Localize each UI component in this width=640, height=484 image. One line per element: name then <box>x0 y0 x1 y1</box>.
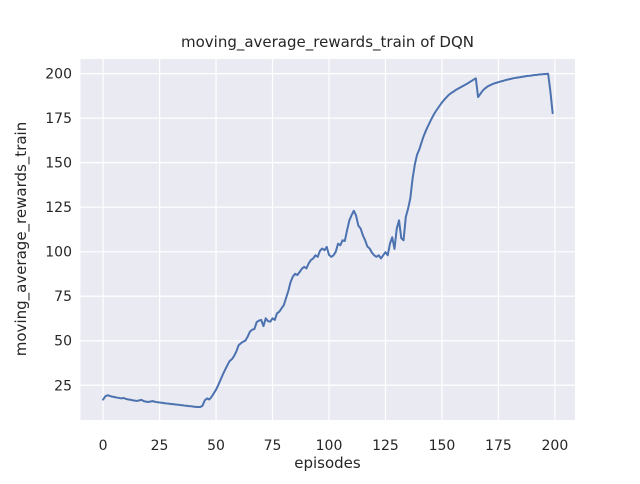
y-tick-label: 125 <box>45 200 72 216</box>
x-tick-label: 100 <box>316 438 343 454</box>
y-axis-label: moving_average_rewards_train <box>12 121 30 357</box>
x-tick-label: 150 <box>429 438 456 454</box>
x-tick-label: 200 <box>542 438 569 454</box>
y-tick-label: 175 <box>45 111 72 127</box>
y-tick-label: 75 <box>54 289 72 305</box>
plot-background <box>80 59 575 420</box>
x-tick-label: 75 <box>264 438 282 454</box>
x-tick-label: 25 <box>151 438 169 454</box>
chart-title: moving_average_rewards_train of DQN <box>180 33 475 51</box>
series-line <box>102 72 554 408</box>
y-tick-label: 150 <box>45 156 72 172</box>
y-tick-label: 50 <box>54 334 72 350</box>
y-tick-label: 200 <box>45 67 72 83</box>
x-axis-label: episodes <box>294 454 361 472</box>
x-tick-label: 50 <box>207 438 225 454</box>
y-tick-label: 100 <box>45 245 72 261</box>
x-tick-label: 175 <box>485 438 512 454</box>
x-tick-label: 0 <box>99 438 108 454</box>
x-tick-label: 125 <box>372 438 399 454</box>
y-tick-label: 25 <box>54 378 72 394</box>
